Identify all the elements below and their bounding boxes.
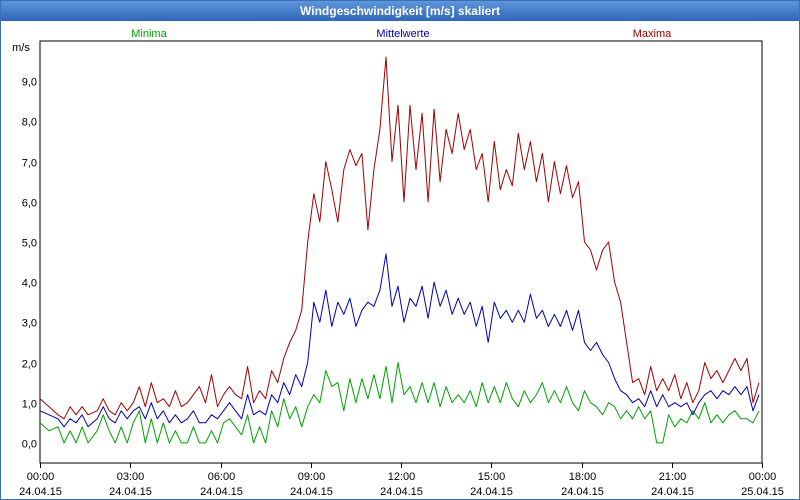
y-tick-label: 9,0: [22, 77, 37, 89]
x-tick-date: 24.04.15: [109, 486, 152, 498]
x-tick-time: 21:00: [659, 471, 687, 483]
x-tick-date: 24.04.15: [19, 486, 62, 498]
series-line-maxima: [39, 56, 760, 420]
y-tick-label: 8,0: [22, 117, 37, 129]
y-tick-label: 1,0: [22, 399, 37, 411]
x-tick-date: 24.04.15: [380, 486, 423, 498]
x-tick-time: 15:00: [478, 471, 506, 483]
x-tick-date: 24.04.15: [200, 486, 243, 498]
y-axis-unit: m/s: [12, 42, 30, 54]
y-tick-label: 3,0: [22, 318, 37, 330]
y-tick-label: 6,0: [22, 198, 37, 210]
y-tick-label: 2,0: [22, 359, 37, 371]
y-tick-label: 5,0: [22, 238, 37, 250]
x-tick-time: 12:00: [388, 471, 416, 483]
y-tick-label: 4,0: [22, 278, 37, 290]
y-tick-label: 7,0: [22, 158, 37, 170]
plot-frame: [39, 40, 763, 464]
y-tick-label: 0,0: [22, 439, 37, 451]
x-tick-date: 24.04.15: [470, 486, 513, 498]
x-tick-date: 24.04.15: [290, 486, 333, 498]
axes: 0,0 1,0 2,0 3,0 4,0 5,0 6,0 7,0 8,0 9,0 m/s 00:00 24…: [12, 40, 784, 498]
x-tick-time: 09:00: [298, 471, 326, 483]
x-tick-date: 24.04.15: [561, 486, 604, 498]
x-tick-time: 06:00: [208, 471, 236, 483]
x-tick-time: 18:00: [569, 471, 597, 483]
legend-maxima: Maxima: [633, 28, 672, 40]
x-tick-time: 00:00: [27, 471, 55, 483]
x-tick-date: 25.04.15: [741, 486, 784, 498]
x-tick-time: 03:00: [117, 471, 145, 483]
series-lines: [39, 56, 760, 444]
x-tick-date: 24.04.15: [651, 486, 694, 498]
legend: Minima Mittelwerte Maxima: [131, 28, 672, 40]
legend-minima: Minima: [131, 28, 167, 40]
legend-mittelwerte: Mittelwerte: [376, 28, 429, 40]
series-line-minima: [39, 362, 760, 444]
x-tick-time: 00:00: [749, 471, 777, 483]
window-title: Windgeschwindigkeit [m/s] skaliert: [1, 1, 799, 21]
series-line-mittelwerte: [39, 253, 760, 428]
